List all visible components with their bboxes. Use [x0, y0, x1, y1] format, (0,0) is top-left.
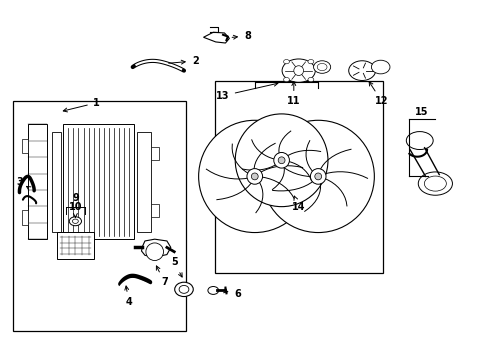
Text: 13: 13	[216, 82, 278, 101]
Circle shape	[278, 157, 285, 164]
Polygon shape	[142, 239, 171, 257]
Text: 10: 10	[69, 202, 82, 218]
Ellipse shape	[69, 217, 81, 226]
Ellipse shape	[175, 282, 193, 297]
Text: 9: 9	[72, 193, 79, 203]
Text: 6: 6	[223, 289, 241, 299]
Bar	[22, 139, 28, 153]
Ellipse shape	[282, 59, 315, 82]
Circle shape	[146, 243, 164, 261]
Circle shape	[262, 120, 374, 233]
Text: 8: 8	[232, 31, 251, 41]
Text: 3: 3	[16, 177, 31, 190]
Ellipse shape	[284, 59, 290, 64]
Circle shape	[247, 168, 263, 184]
Ellipse shape	[418, 172, 452, 195]
Circle shape	[310, 168, 326, 184]
Bar	[137, 132, 151, 232]
Ellipse shape	[308, 77, 314, 82]
Text: 1: 1	[63, 98, 99, 112]
Circle shape	[315, 173, 321, 180]
Ellipse shape	[424, 176, 446, 191]
Text: 7: 7	[156, 266, 168, 287]
Text: 15: 15	[415, 107, 428, 117]
Bar	[215, 81, 383, 273]
Ellipse shape	[284, 77, 290, 82]
Ellipse shape	[314, 61, 331, 73]
Ellipse shape	[371, 60, 390, 74]
Bar	[63, 125, 134, 239]
Text: 5: 5	[171, 257, 182, 277]
Bar	[151, 147, 159, 159]
Ellipse shape	[349, 61, 375, 81]
Text: 12: 12	[369, 82, 389, 106]
Bar	[57, 232, 94, 259]
Ellipse shape	[73, 219, 78, 224]
Bar	[13, 101, 186, 330]
Ellipse shape	[179, 285, 189, 293]
Circle shape	[198, 120, 311, 233]
Text: 14: 14	[292, 196, 305, 212]
Polygon shape	[203, 32, 229, 43]
Bar	[151, 204, 159, 217]
Bar	[52, 132, 61, 232]
Text: 11: 11	[287, 82, 300, 106]
Ellipse shape	[308, 59, 314, 64]
Circle shape	[251, 173, 258, 180]
Circle shape	[274, 153, 290, 168]
Text: 2: 2	[169, 56, 198, 66]
Text: 4: 4	[125, 286, 132, 307]
Bar	[22, 211, 28, 225]
Ellipse shape	[317, 63, 327, 71]
Ellipse shape	[208, 287, 219, 294]
Ellipse shape	[406, 132, 433, 149]
Bar	[28, 125, 48, 239]
Circle shape	[294, 66, 304, 76]
Circle shape	[235, 114, 328, 207]
